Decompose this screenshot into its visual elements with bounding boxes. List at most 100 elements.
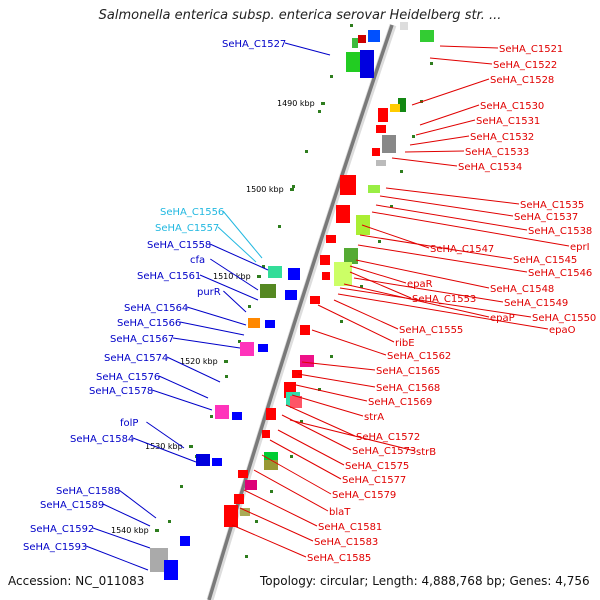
topology-text: Topology: circular; Length: 4,888,768 bp…	[260, 574, 590, 588]
scale-tick	[248, 305, 251, 308]
label-connector	[379, 195, 514, 217]
gene-block	[238, 470, 248, 478]
gene-label-cfa: cfa	[190, 255, 205, 266]
scale-tick	[210, 415, 213, 418]
scale-tick	[290, 455, 293, 458]
gene-label-seha_c1557: SeHA_C1557	[155, 223, 219, 234]
gene-label-seha_c1545: SeHA_C1545	[513, 255, 577, 266]
label-connector	[277, 429, 345, 466]
label-connector	[222, 210, 263, 259]
gene-block	[150, 548, 168, 572]
label-connector	[231, 524, 307, 558]
gene-label-stra: strA	[364, 412, 384, 423]
gene-block	[288, 268, 300, 280]
gene-label-folp: folP	[120, 418, 138, 429]
scale-tick	[390, 205, 393, 208]
gene-label-seha_c1556: SeHA_C1556	[160, 207, 224, 218]
gene-block	[248, 318, 260, 328]
gene-label-seha_c1577: SeHA_C1577	[342, 475, 406, 486]
gene-block	[378, 108, 388, 122]
label-connector	[199, 274, 259, 301]
gene-label-seha_c1585: SeHA_C1585	[307, 553, 371, 564]
gene-label-seha_c1537: SeHA_C1537	[514, 212, 578, 223]
scale-tick	[245, 555, 248, 558]
gene-block	[340, 175, 356, 195]
label-connector	[371, 211, 570, 247]
gene-block	[224, 505, 238, 527]
gene-block	[368, 30, 380, 42]
gene-label-blat: blaT	[329, 507, 351, 518]
label-connector	[223, 290, 247, 313]
gene-label-seha_c1521: SeHA_C1521	[499, 44, 563, 55]
label-connector	[353, 277, 504, 303]
label-connector	[285, 404, 356, 437]
gene-label-seha_c1531: SeHA_C1531	[476, 116, 540, 127]
label-connector	[151, 389, 213, 411]
gene-label-seha_c1538: SeHA_C1538	[528, 226, 592, 237]
gene-label-seha_c1533: SeHA_C1533	[465, 147, 529, 158]
gene-block	[390, 104, 400, 112]
gene-label-seha_c1583: SeHA_C1583	[314, 537, 378, 548]
label-connector	[239, 507, 314, 542]
gene-block	[420, 30, 434, 42]
label-connector	[349, 271, 412, 299]
label-connector	[166, 356, 221, 383]
gene-label-seha_c1573: SeHA_C1573	[352, 446, 416, 457]
label-connector	[349, 265, 407, 284]
scale-tick	[262, 265, 265, 268]
gene-label-seha_c1567: SeHA_C1567	[110, 334, 174, 345]
gene-block	[368, 185, 380, 193]
gene-label-seha_c1572: SeHA_C1572	[356, 432, 420, 443]
gene-block	[346, 52, 362, 72]
label-connector	[419, 104, 480, 126]
gene-block	[266, 408, 276, 420]
label-connector	[355, 259, 490, 289]
scale-tick	[430, 62, 433, 65]
gene-label-seha_c1528: SeHA_C1528	[490, 75, 554, 86]
scale-tick	[300, 420, 303, 423]
gene-block	[400, 22, 408, 30]
scale-tick	[225, 375, 228, 378]
gene-block	[260, 284, 276, 298]
scale-tick	[155, 529, 159, 532]
gene-block	[292, 370, 302, 378]
gene-block	[290, 396, 302, 408]
label-connector	[172, 337, 241, 349]
gene-label-epri: eprI	[570, 242, 590, 253]
gene-label-seha_c1546: SeHA_C1546	[528, 268, 592, 279]
gene-label-seha_c1592: SeHA_C1592	[30, 524, 94, 535]
scale-tick	[318, 110, 321, 113]
label-connector	[301, 361, 376, 371]
scale-tick	[168, 520, 171, 523]
gene-label-seha_c1530: SeHA_C1530	[480, 101, 544, 112]
gene-block	[336, 205, 350, 223]
label-connector	[118, 489, 157, 519]
gene-block	[352, 38, 358, 48]
gene-block	[240, 508, 250, 516]
gene-block	[326, 235, 336, 243]
scale-tick	[180, 485, 183, 488]
label-connector	[132, 437, 197, 463]
scale-tick	[340, 320, 343, 323]
gene-label-seha_c1555: SeHA_C1555	[399, 325, 463, 336]
gene-block	[245, 480, 257, 490]
label-connector	[337, 293, 549, 330]
gene-label-epar: epaR	[407, 279, 433, 290]
label-connector	[429, 57, 493, 65]
scale-label: 1510 kbp	[213, 272, 251, 281]
scale-tick	[378, 240, 381, 243]
scale-label: 1530 kbp	[145, 442, 183, 451]
label-connector	[261, 454, 332, 495]
label-connector	[409, 135, 470, 146]
label-connector	[85, 545, 149, 571]
gene-block	[232, 412, 242, 420]
scale-tick	[360, 285, 363, 288]
genome-title: Salmonella enterica subsp. enterica sero…	[98, 8, 502, 23]
label-connector	[209, 243, 269, 271]
scale-tick	[278, 225, 281, 228]
label-connector	[210, 258, 259, 291]
scale-tick	[412, 135, 415, 138]
label-connector	[92, 527, 151, 549]
scale-tick	[270, 490, 273, 493]
